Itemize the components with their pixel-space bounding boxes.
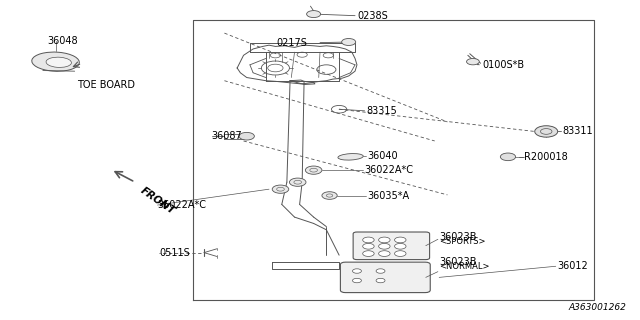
Text: 36022A*C: 36022A*C [365,165,413,175]
Text: 36040: 36040 [367,151,398,161]
Text: 36087: 36087 [212,131,243,141]
Text: 36023B: 36023B [439,232,477,242]
Text: FRONT: FRONT [138,185,177,216]
Text: A363001262: A363001262 [568,303,626,312]
Circle shape [322,192,337,199]
Circle shape [394,251,406,256]
Circle shape [239,132,254,140]
Text: 36035*A: 36035*A [367,190,409,201]
Circle shape [535,126,557,137]
Text: 0100S*B: 0100S*B [483,60,525,70]
Circle shape [376,278,385,283]
Text: 36012: 36012 [557,260,588,271]
Circle shape [305,166,322,174]
Text: R200018: R200018 [524,152,568,162]
Ellipse shape [32,52,79,71]
FancyBboxPatch shape [353,232,429,260]
Circle shape [379,244,390,249]
Circle shape [307,11,321,18]
Text: 83311: 83311 [562,126,593,136]
Text: 36023B: 36023B [439,257,477,267]
Text: 0511S: 0511S [159,248,190,258]
Text: 83315: 83315 [366,106,397,116]
Circle shape [500,153,516,161]
Circle shape [363,251,374,256]
Circle shape [289,178,306,186]
Text: 36048: 36048 [47,36,78,46]
Circle shape [379,251,390,256]
Circle shape [376,269,385,273]
Text: TOE BOARD: TOE BOARD [77,80,134,91]
Text: <SPORTS>: <SPORTS> [439,237,486,246]
Ellipse shape [338,154,364,160]
Circle shape [363,237,374,243]
Text: <NORMAL>: <NORMAL> [439,262,490,271]
Circle shape [467,59,479,65]
Ellipse shape [46,57,72,68]
Circle shape [394,244,406,249]
Circle shape [353,278,362,283]
Circle shape [342,38,356,45]
Circle shape [394,237,406,243]
Text: 0238S: 0238S [357,11,388,21]
Text: 0217S: 0217S [276,38,308,48]
Circle shape [353,269,362,273]
Text: 36022A*C: 36022A*C [157,200,207,210]
Circle shape [379,237,390,243]
Circle shape [272,185,289,193]
Circle shape [363,244,374,249]
FancyBboxPatch shape [340,262,430,292]
